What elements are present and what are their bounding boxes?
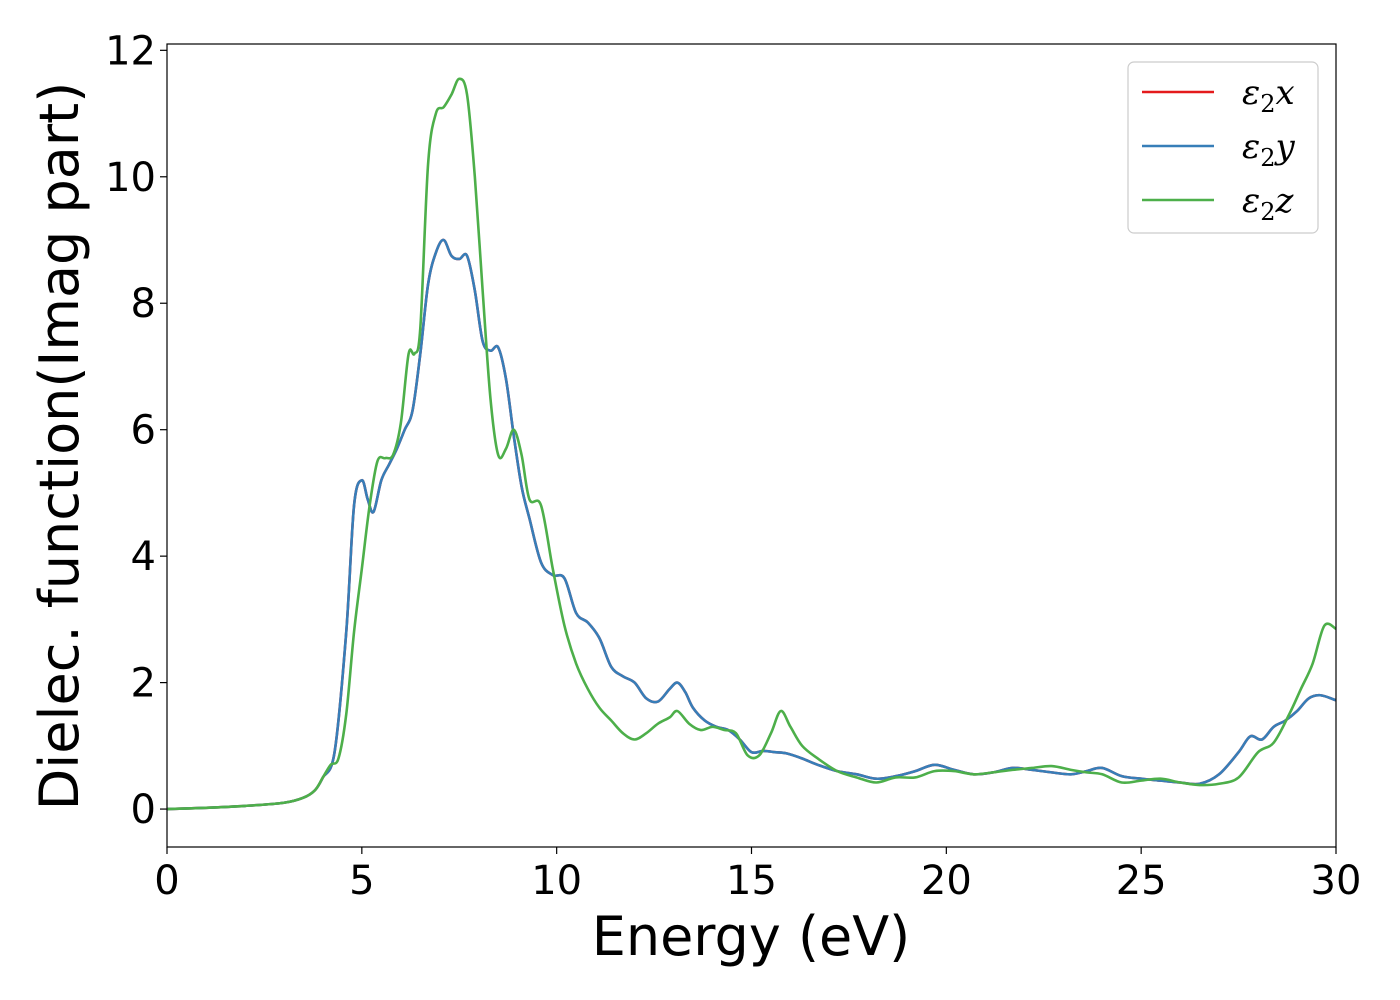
y-tick-label: 6 [131,408,156,454]
x-tick-label: 25 [1116,858,1167,904]
x-tick-label: 10 [531,858,582,904]
legend-box [1127,61,1319,234]
y-tick-label: 0 [131,787,156,833]
series-line-y [167,238,1336,811]
legend-label: ε2x [1242,73,1295,118]
y-tick-label: 8 [131,281,156,327]
legend: ε2x ε2y ε2z [1127,61,1319,234]
plot-lines [167,77,1336,811]
x-tick-label: 30 [1311,858,1362,904]
x-tick-label: 15 [726,858,777,904]
x-axis-label: Energy (eV) [592,905,911,968]
series-line-z [167,77,1336,811]
series-line-x [167,238,1336,811]
y-axis-label: Dielec. function(Imag part) [28,82,91,811]
y-axis: 0 2 4 6 8 10 12 [105,28,167,833]
y-tick-label: 4 [131,534,156,580]
x-tick-label: 5 [349,858,374,904]
x-tick-label: 0 [154,858,179,904]
legend-label: ε2z [1242,181,1295,226]
y-tick-label: 10 [105,155,156,201]
x-tick-label: 20 [921,858,972,904]
y-tick-label: 12 [105,28,156,74]
legend-label: ε2y [1242,127,1296,172]
x-axis: 0 5 10 15 20 25 30 [154,847,1361,904]
y-tick-label: 2 [131,661,156,707]
